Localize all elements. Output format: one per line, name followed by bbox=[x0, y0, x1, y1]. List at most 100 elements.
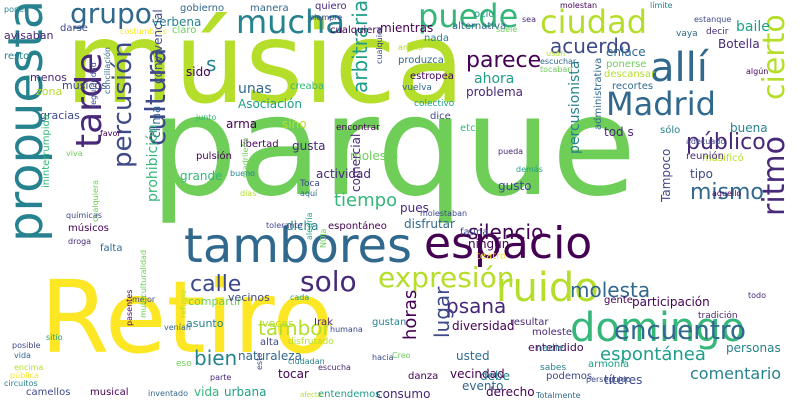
word: darse bbox=[60, 23, 88, 34]
word: tod s bbox=[604, 125, 634, 139]
word: grande bbox=[180, 169, 223, 183]
word: enlace bbox=[606, 45, 646, 59]
word: sido bbox=[186, 65, 211, 79]
word: sino bbox=[282, 117, 307, 131]
word: puede bbox=[418, 0, 519, 35]
word: colectivo bbox=[414, 99, 455, 109]
word: vida bbox=[194, 385, 220, 399]
word: cualquier bbox=[375, 26, 384, 64]
word: gustan bbox=[372, 317, 407, 328]
word: madrileña bbox=[241, 137, 250, 178]
word: ponerse bbox=[606, 59, 647, 70]
word: Retiro bbox=[40, 259, 334, 376]
word: sólo bbox=[660, 125, 681, 136]
word: gobierno bbox=[180, 3, 225, 14]
word: escucha bbox=[318, 363, 351, 372]
word: camellos bbox=[26, 387, 71, 398]
word: nada bbox=[424, 33, 449, 44]
word: favor bbox=[100, 129, 121, 138]
word: avisaban bbox=[4, 29, 54, 42]
word: pasentes bbox=[125, 289, 134, 326]
word: participación bbox=[632, 295, 710, 309]
word: Asociación bbox=[238, 97, 302, 111]
word: bueno bbox=[230, 169, 256, 178]
word: bien bbox=[194, 346, 238, 370]
word: parece bbox=[466, 48, 542, 73]
word: tiempo bbox=[334, 190, 398, 211]
word: músicos bbox=[68, 223, 109, 234]
word: refugio bbox=[179, 289, 188, 318]
word: gracias bbox=[40, 109, 80, 122]
word: podemos bbox=[546, 371, 593, 382]
word: Botella bbox=[718, 37, 760, 51]
word: disfrutado bbox=[288, 337, 334, 347]
word: calle bbox=[190, 272, 242, 297]
word: junto bbox=[196, 113, 217, 122]
word: espacio bbox=[424, 218, 593, 269]
word: tocar bbox=[278, 367, 309, 381]
word: sea bbox=[522, 15, 536, 24]
word: debe bbox=[480, 369, 510, 383]
word: dice bbox=[430, 111, 451, 122]
word: encuentro bbox=[614, 316, 746, 346]
word: creaba bbox=[290, 81, 325, 92]
word: droga bbox=[68, 237, 92, 246]
word: consumo bbox=[376, 387, 431, 400]
word: s bbox=[206, 52, 217, 76]
word: resultar bbox=[510, 317, 549, 328]
word: naturaleza bbox=[238, 349, 302, 363]
word: encontrar bbox=[336, 123, 380, 133]
word: animo bbox=[398, 43, 423, 52]
word: molestan bbox=[560, 1, 598, 10]
word: horas bbox=[400, 289, 421, 340]
word: nadie bbox=[536, 343, 564, 354]
word: ininterrumpida bbox=[41, 113, 52, 188]
word: viva bbox=[66, 149, 83, 158]
word: masificó bbox=[702, 153, 744, 164]
word: verbena bbox=[152, 15, 202, 29]
word: grupo bbox=[70, 0, 152, 30]
word: días bbox=[240, 189, 257, 198]
word: diversidad bbox=[452, 319, 515, 333]
word: eso bbox=[176, 359, 192, 369]
word: percusionista bbox=[567, 60, 583, 154]
word: domingo bbox=[570, 305, 746, 351]
word: ningún bbox=[468, 237, 510, 251]
word: compartir bbox=[188, 295, 242, 308]
word: comentario bbox=[690, 364, 782, 383]
word: etc bbox=[460, 123, 476, 134]
word: encima bbox=[14, 363, 44, 372]
word: arbitraria bbox=[348, 0, 372, 94]
word: músicos bbox=[62, 79, 107, 92]
word: manera bbox=[250, 3, 289, 14]
word: entendido bbox=[528, 341, 584, 354]
word: acuerdo bbox=[550, 34, 632, 58]
word: alta bbox=[260, 337, 279, 348]
word: tipo bbox=[690, 167, 713, 181]
word: límite bbox=[650, 1, 673, 10]
word: prohibición bbox=[145, 124, 161, 202]
word: teatro bbox=[476, 251, 507, 262]
word: molestaban bbox=[420, 209, 468, 218]
word: químicas bbox=[66, 211, 102, 220]
word: administrativa bbox=[593, 57, 604, 130]
word: baile bbox=[736, 19, 770, 35]
word: tocaban bbox=[540, 65, 573, 74]
word: decir bbox=[706, 27, 729, 37]
word: libertad bbox=[240, 139, 279, 150]
word: entendemos bbox=[318, 389, 381, 400]
word: comercial bbox=[349, 133, 363, 192]
word: asunto bbox=[186, 317, 224, 330]
word: suele bbox=[496, 25, 518, 34]
word: mientras bbox=[380, 21, 434, 35]
word: sabes bbox=[540, 363, 567, 373]
word: cualquiera bbox=[91, 179, 100, 222]
word: molesta bbox=[570, 278, 651, 302]
word: vecindad bbox=[450, 367, 505, 381]
word: costumbres bbox=[120, 27, 167, 36]
word: espontánea bbox=[600, 344, 706, 365]
word: mucha bbox=[236, 3, 345, 41]
word: usted bbox=[456, 349, 490, 363]
word: armonía bbox=[588, 359, 630, 370]
word: cualquiera bbox=[330, 25, 383, 36]
